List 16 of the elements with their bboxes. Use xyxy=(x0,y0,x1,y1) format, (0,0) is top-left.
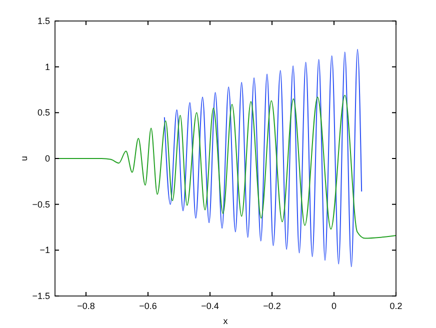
y-tick-label: 1.5 xyxy=(37,16,50,26)
y-tick-label: 0.5 xyxy=(37,108,50,118)
x-tick-label: 0 xyxy=(331,301,337,311)
y-tick-label: 1 xyxy=(44,62,50,72)
y-axis-title: u xyxy=(19,156,29,162)
x-axis-title: x xyxy=(223,316,228,326)
y-tick-label: −0.5 xyxy=(32,199,50,210)
x-tick-label: −0.4 xyxy=(201,301,219,311)
x-tick-label: 0.2 xyxy=(390,301,402,311)
x-tick-label: −0.8 xyxy=(77,301,95,311)
x-tick-label: −0.6 xyxy=(139,301,157,311)
x-tick-label: −0.2 xyxy=(263,301,281,311)
y-tick-label: −1.5 xyxy=(32,291,50,301)
y-tick-label: −1 xyxy=(40,245,50,256)
y-tick-label: 0 xyxy=(44,154,50,164)
line-series xyxy=(164,48,362,268)
